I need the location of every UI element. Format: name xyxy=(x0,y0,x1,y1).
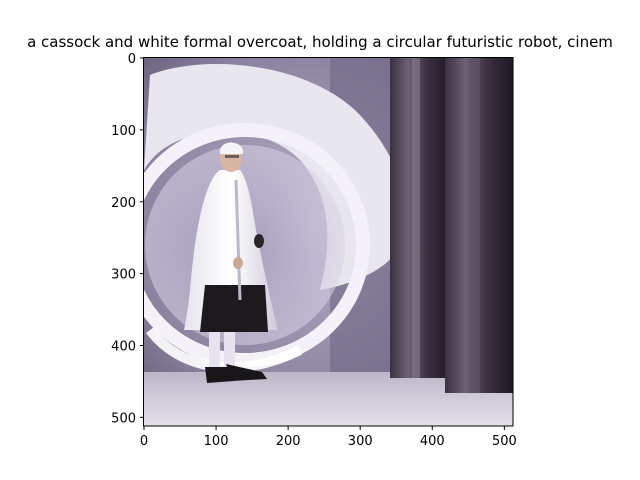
y-tick-label: 500 xyxy=(111,411,136,426)
x-tick-label: 300 xyxy=(348,434,373,449)
x-tick-label: 500 xyxy=(492,434,517,449)
y-tick-label: 100 xyxy=(111,124,136,139)
y-tick-label: 300 xyxy=(111,268,136,283)
y-tick-label: 0 xyxy=(128,52,136,67)
x-axis: 0 100 200 300 400 500 xyxy=(140,426,517,449)
x-tick-label: 0 xyxy=(140,434,148,449)
image-area xyxy=(144,58,513,426)
axes-frame xyxy=(143,57,514,427)
x-tick-label: 400 xyxy=(420,434,445,449)
chart-title: a cassock and white formal overcoat, hol… xyxy=(27,33,613,51)
y-tick-label: 400 xyxy=(111,340,136,355)
x-tick-label: 200 xyxy=(276,434,301,449)
man-figure xyxy=(184,142,278,383)
curtains xyxy=(390,58,513,393)
y-axis: 0 100 200 300 400 500 xyxy=(111,52,144,426)
x-tick-label: 100 xyxy=(204,434,229,449)
y-tick-label: 200 xyxy=(111,196,136,211)
